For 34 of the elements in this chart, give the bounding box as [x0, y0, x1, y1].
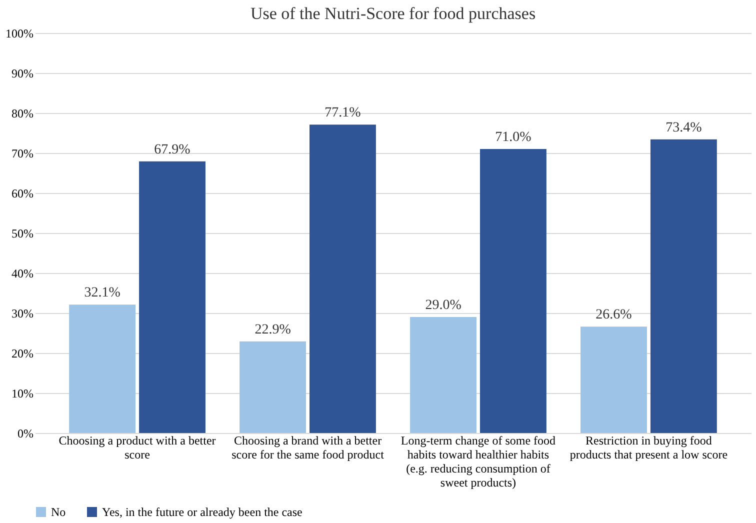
x-tick-label: Choosing a product with a better score [58, 434, 216, 462]
data-label: 26.6% [596, 308, 632, 323]
data-label: 77.1% [324, 106, 362, 121]
y-tick-label: 20% [12, 346, 34, 360]
data-label: 32.1% [84, 286, 121, 301]
y-tick-label: 60% [12, 186, 34, 200]
y-tick-label: 30% [12, 306, 34, 320]
legend-label: No [51, 505, 66, 519]
bar [69, 304, 136, 433]
y-tick-label: 70% [12, 146, 34, 160]
y-tick-label: 100% [6, 26, 34, 40]
x-tick-label: Choosing a brand with a better score for the same food product [232, 434, 385, 462]
x-tick-label: Restriction in buying food products that present a low score [570, 434, 728, 462]
bar [580, 326, 647, 433]
data-label: 71.0% [495, 130, 532, 145]
bar [240, 341, 306, 433]
data-label: 29.0% [425, 298, 462, 313]
y-tick-label: 10% [12, 386, 34, 400]
x-tick-label: Long-term change of some food habits toward healthier habits (e.g. reducing consumption of sweet products) [400, 434, 556, 490]
data-label: 73.4% [666, 120, 702, 136]
bar [139, 161, 206, 433]
y-tick-label: 40% [12, 266, 34, 280]
bar [310, 124, 376, 433]
legend-label: Yes, in the future or already been the case [102, 505, 302, 519]
data-label: 22.9% [254, 322, 292, 338]
bar [410, 317, 476, 433]
data-label: 67.9% [154, 142, 191, 158]
bar [650, 139, 717, 433]
y-tick-label: 0% [18, 426, 34, 440]
y-tick-label: 50% [12, 226, 34, 240]
bar [480, 149, 546, 433]
chart-title: Use of the Nutri-Score for food purchases [250, 4, 536, 23]
y-tick-label: 90% [12, 66, 34, 80]
y-tick-label: 80% [12, 106, 34, 120]
